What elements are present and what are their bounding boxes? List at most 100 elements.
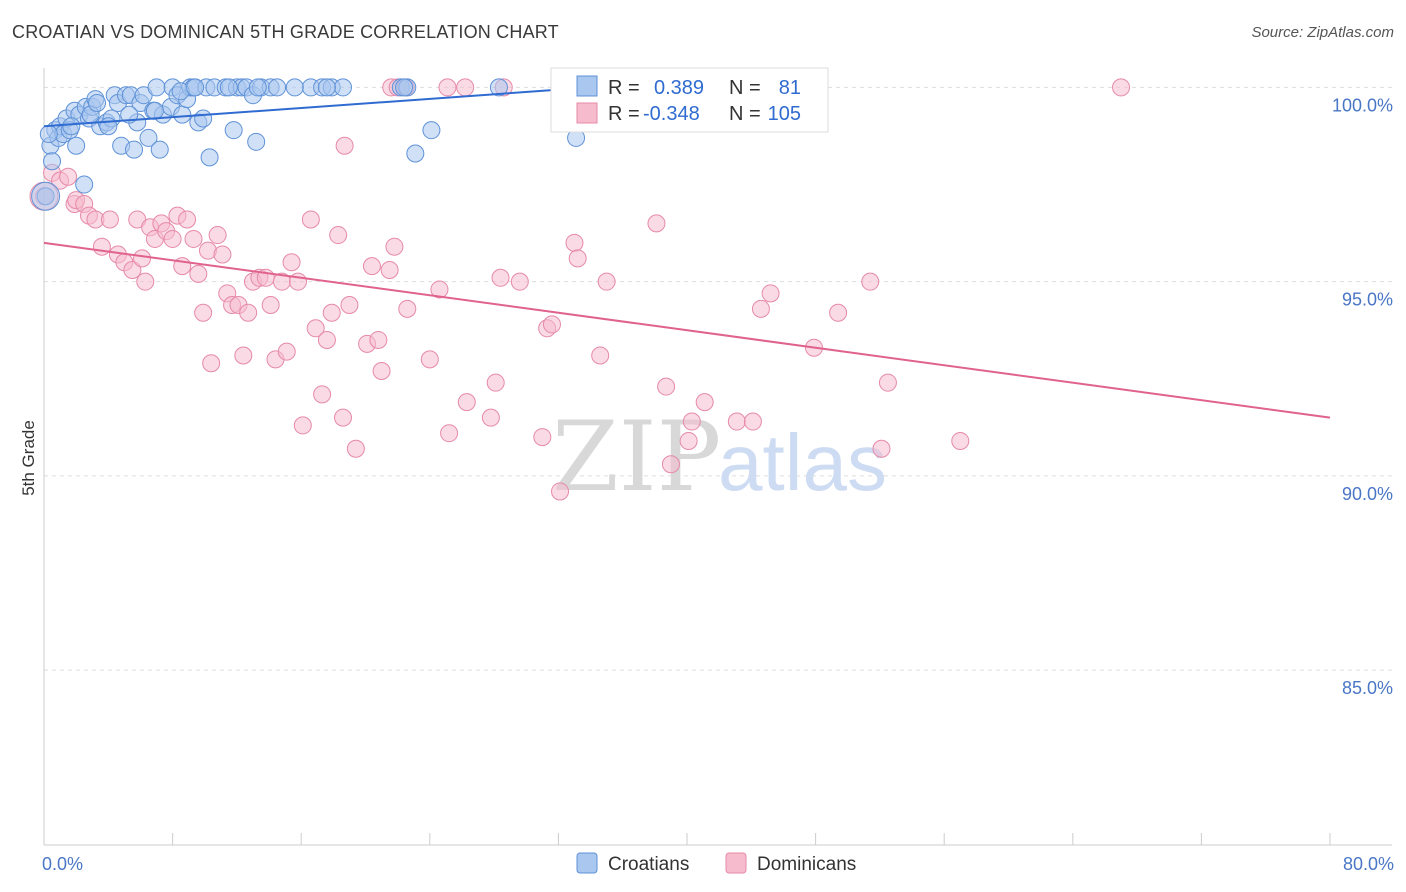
croatian-point [67, 136, 86, 155]
dominican-point [481, 408, 500, 427]
bottom-legend-swatch-croatians [576, 852, 598, 874]
croatian-point [200, 148, 219, 167]
dominican-point [951, 431, 970, 450]
croatian-point [150, 140, 169, 159]
legend-r-label-croatians: R = [608, 77, 640, 99]
bottom-legend-swatch-dominicans [725, 852, 747, 874]
dominican-point [234, 346, 253, 365]
dominican-point [261, 295, 280, 314]
dominican-point [380, 261, 399, 280]
croatian-point [120, 105, 139, 124]
dominican-point [510, 272, 529, 291]
croatian-point [125, 140, 144, 159]
dominican-point [456, 78, 475, 97]
dominican-point [591, 346, 610, 365]
croatian-point [248, 78, 267, 97]
dominican-point [372, 362, 391, 381]
dominican-point [398, 299, 417, 318]
dominican-point [184, 229, 203, 248]
dominican-point [213, 245, 232, 264]
dominican-point [1112, 78, 1131, 97]
correlation-legend: R = 0.389 N = 81 R = -0.348 N = 105 [550, 67, 829, 133]
dominican-point [861, 272, 880, 291]
dominican-point [743, 412, 762, 431]
legend-n-value-dominicans: 105 [768, 103, 801, 125]
dominican-point [682, 412, 701, 431]
dominican-point [542, 315, 561, 334]
x-tick-label-max: 80.0% [1343, 854, 1394, 874]
dominican-point [727, 412, 746, 431]
dominican-point [277, 342, 296, 361]
bottom-legend-label-croatians: Croatians [608, 854, 689, 875]
dominican-point [293, 416, 312, 435]
dominican-point [346, 439, 365, 458]
dominican-point [369, 330, 388, 349]
dominican-point [829, 303, 848, 322]
dominican-point [123, 261, 142, 280]
legend-swatch-croatians [576, 75, 598, 97]
dominican-point [239, 303, 258, 322]
dominican-point [59, 167, 78, 186]
y-tick-label: 100.0% [1332, 95, 1393, 115]
dominican-point [306, 319, 325, 338]
croatian-point [186, 78, 205, 97]
dominican-point [178, 210, 197, 229]
legend-n-value-croatians: 81 [779, 77, 801, 99]
y-tick-label: 90.0% [1342, 484, 1393, 504]
dominican-point [202, 354, 221, 373]
legend-r-label-dominicans: R = [608, 103, 640, 125]
croatian-point [139, 128, 158, 147]
dominican-point [385, 237, 404, 256]
y-tick-label: 85.0% [1342, 678, 1393, 698]
croatian-point [395, 78, 414, 97]
dominican-point [322, 303, 341, 322]
dominican-point [163, 229, 182, 248]
legend-r-value-croatians: 0.389 [654, 77, 704, 99]
croatian-point [406, 144, 425, 163]
dominican-point [208, 226, 227, 245]
dominican-point [761, 284, 780, 303]
dominican-point [430, 280, 449, 299]
croatian-point [43, 152, 62, 171]
croatians-points [31, 78, 648, 211]
croatian-point [224, 121, 243, 140]
dominicans-points [29, 78, 1131, 501]
dominican-point [440, 424, 459, 443]
y-axis-label: 5th Grade [19, 420, 38, 496]
dominican-point [333, 408, 352, 427]
dominican-point [335, 136, 354, 155]
croatian-point [317, 78, 336, 97]
y-tick-labels: 100.0% 95.0% 90.0% 85.0% [1332, 95, 1393, 698]
trendlines [43, 86, 1331, 419]
croatian-point [88, 93, 107, 112]
croatian-cluster-point [31, 181, 61, 211]
dominican-point [92, 237, 111, 256]
x-ticks [43, 833, 1331, 845]
dominican-point [313, 385, 332, 404]
dominican-point [438, 78, 457, 97]
legend-n-label-croatians: N = [729, 77, 761, 99]
dominican-point [457, 393, 476, 412]
croatian-point [422, 121, 441, 140]
croatian-point [333, 78, 352, 97]
bottom-legend-label-dominicans: Dominicans [757, 854, 856, 875]
dominican-point [133, 249, 152, 268]
watermark: ZIP atlas [552, 401, 887, 513]
croatian-point [219, 78, 238, 97]
croatian-point [268, 78, 287, 97]
y-tick-label: 95.0% [1342, 290, 1393, 310]
x-tick-label-min: 0.0% [42, 854, 83, 874]
dominican-point [329, 226, 348, 245]
croatian-point [194, 109, 213, 128]
croatian-point [489, 78, 508, 97]
dominican-point [647, 214, 666, 233]
croatian-point [39, 125, 58, 144]
dominican-point [136, 272, 155, 291]
dominican-point [679, 431, 698, 450]
croatian-point [285, 78, 304, 97]
dominican-point [533, 428, 552, 447]
chart-title: CROATIAN VS DOMINICAN 5TH GRADE CORRELAT… [12, 22, 559, 42]
croatian-point [62, 117, 81, 136]
croatian-point [75, 175, 94, 194]
dominican-point [362, 257, 381, 276]
